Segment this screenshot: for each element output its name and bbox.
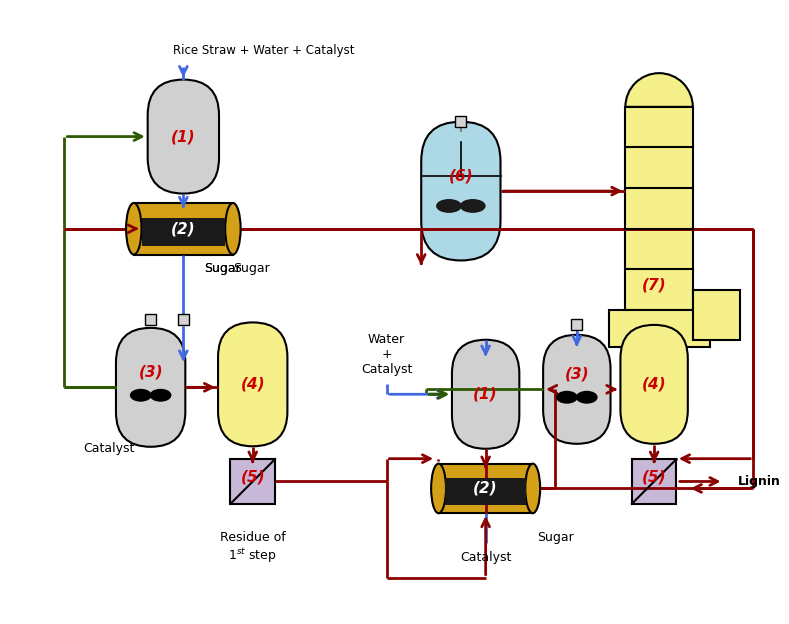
FancyBboxPatch shape <box>620 325 688 444</box>
Text: Catalyst: Catalyst <box>84 442 135 456</box>
Ellipse shape <box>436 199 462 213</box>
Text: +: + <box>381 348 392 361</box>
Text: Catalyst: Catalyst <box>460 551 511 564</box>
Text: (2): (2) <box>473 481 498 496</box>
Bar <box>178 314 189 325</box>
Ellipse shape <box>460 199 486 213</box>
Text: (6): (6) <box>449 168 473 183</box>
Text: Lignin: Lignin <box>739 475 781 488</box>
Text: Sugar: Sugar <box>204 262 241 275</box>
Ellipse shape <box>525 464 540 513</box>
Text: (4): (4) <box>641 377 667 392</box>
Ellipse shape <box>556 391 578 404</box>
Bar <box>455 116 466 127</box>
FancyBboxPatch shape <box>452 339 519 449</box>
Text: (3): (3) <box>138 365 163 380</box>
Ellipse shape <box>150 389 171 402</box>
Text: (1): (1) <box>473 387 498 402</box>
Text: Sugar: Sugar <box>537 532 574 545</box>
Ellipse shape <box>225 203 241 255</box>
FancyBboxPatch shape <box>543 335 611 444</box>
Text: (5): (5) <box>641 469 667 484</box>
Bar <box>608 310 709 346</box>
Bar <box>446 478 525 505</box>
Bar <box>134 203 233 255</box>
FancyBboxPatch shape <box>116 328 185 447</box>
Text: (1): (1) <box>171 129 196 144</box>
Bar <box>632 459 676 504</box>
Text: Water: Water <box>368 333 405 346</box>
Text: (2): (2) <box>171 222 196 236</box>
Wedge shape <box>626 73 693 107</box>
Text: (3): (3) <box>564 367 589 382</box>
Text: $1^{st}$ step: $1^{st}$ step <box>228 547 277 565</box>
FancyBboxPatch shape <box>148 80 219 193</box>
Bar <box>693 290 740 341</box>
Bar <box>439 464 533 513</box>
Text: Rice Straw + Water + Catalyst: Rice Straw + Water + Catalyst <box>174 44 355 57</box>
Ellipse shape <box>576 391 597 404</box>
Text: Sugar: Sugar <box>233 262 270 275</box>
Bar <box>145 314 156 325</box>
FancyBboxPatch shape <box>218 323 287 446</box>
Text: (4): (4) <box>241 377 265 392</box>
Ellipse shape <box>431 464 446 513</box>
Text: (7): (7) <box>641 278 667 293</box>
Text: (5): (5) <box>241 469 265 484</box>
Bar <box>626 107 693 310</box>
Ellipse shape <box>126 203 141 255</box>
Text: Residue of: Residue of <box>220 532 286 545</box>
Text: Sugar: Sugar <box>204 262 241 275</box>
Text: Catalyst: Catalyst <box>361 363 412 376</box>
Bar <box>571 319 582 330</box>
Bar <box>230 459 275 504</box>
FancyBboxPatch shape <box>421 122 500 260</box>
Bar <box>142 218 225 246</box>
Ellipse shape <box>130 389 151 402</box>
